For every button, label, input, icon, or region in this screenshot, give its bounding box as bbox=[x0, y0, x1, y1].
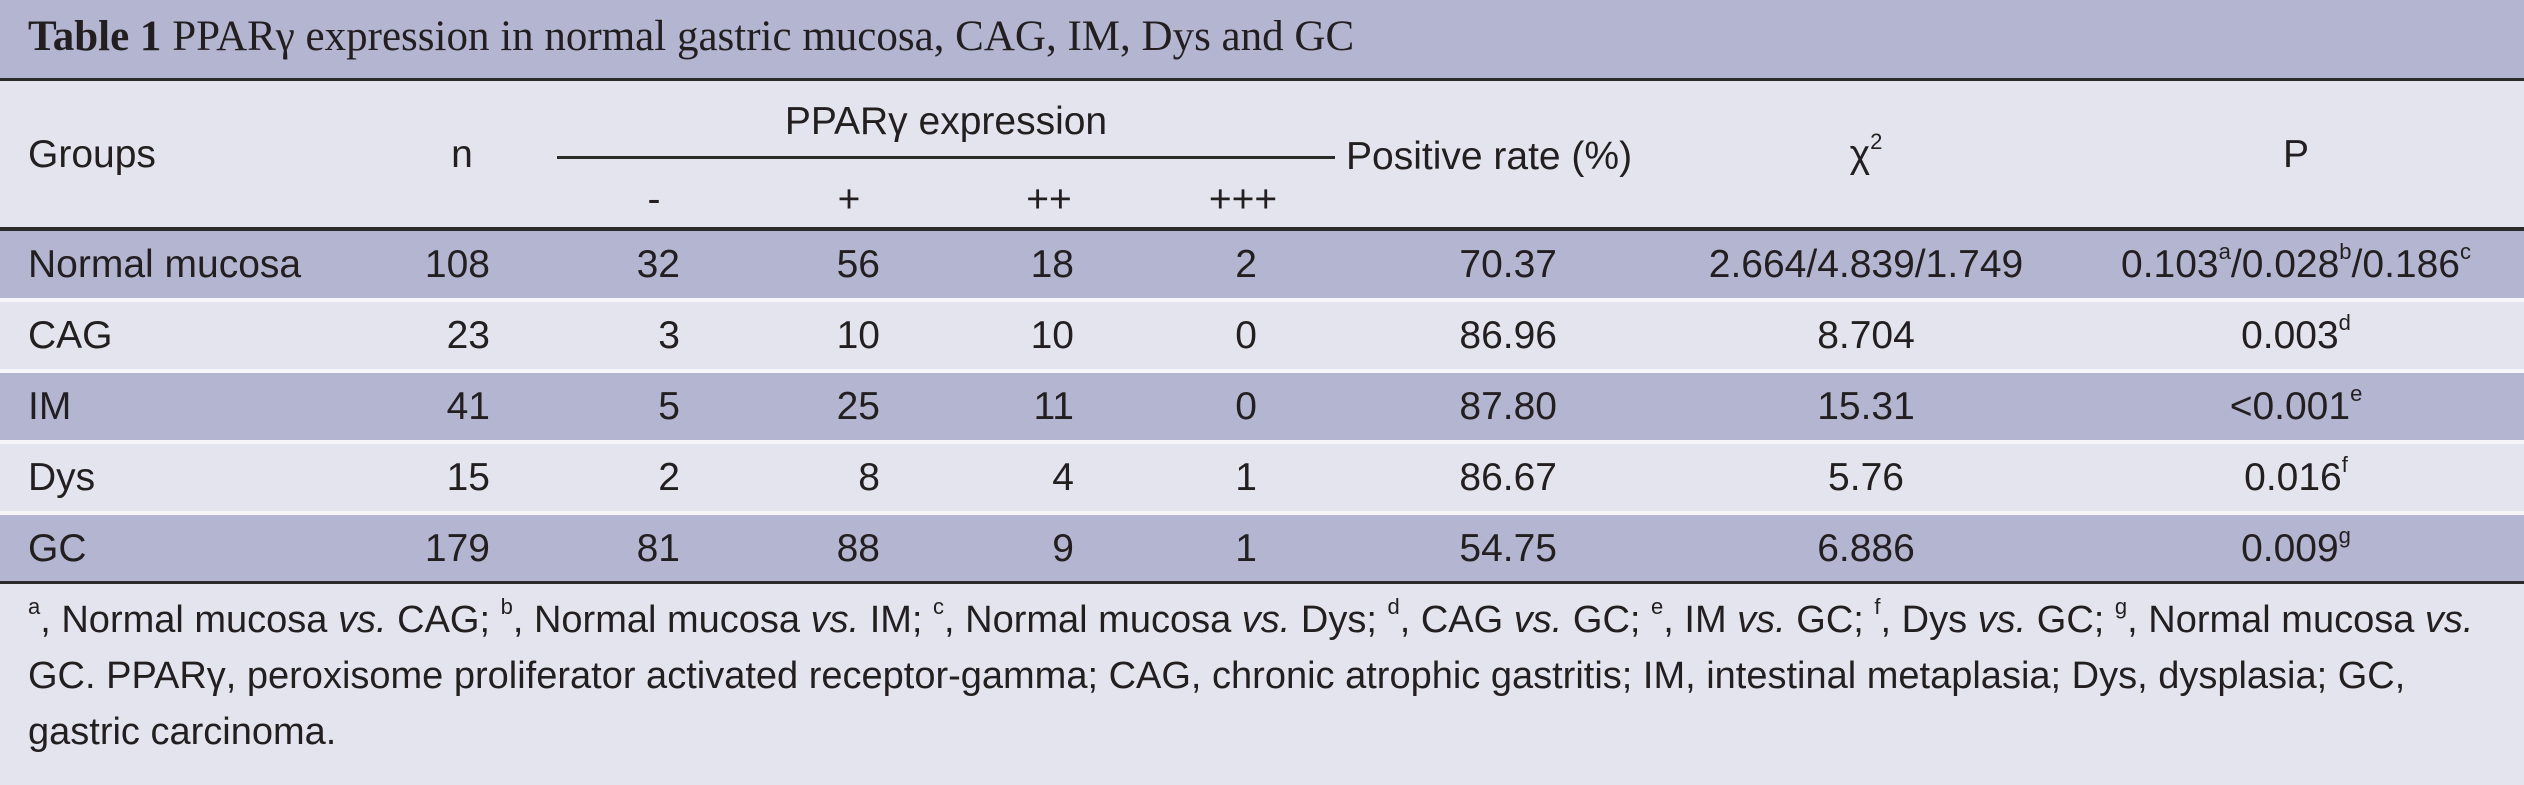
row-separator bbox=[0, 298, 2524, 302]
cell-n: 15 bbox=[446, 456, 490, 499]
cell-plus: 25 bbox=[836, 385, 880, 428]
chi-symbol: χ bbox=[1849, 133, 1871, 176]
cell-chi-square: 15.31 bbox=[1817, 385, 1915, 428]
header-sub-plus2: ++ bbox=[1026, 178, 1072, 221]
cell-n: 179 bbox=[424, 527, 490, 570]
p-value-text: /0.028 bbox=[2230, 243, 2340, 286]
table-bottom-rule bbox=[0, 581, 2524, 584]
table-caption: PPARγ expression in normal gastric mucos… bbox=[172, 13, 1355, 60]
cell-plus3: 0 bbox=[1235, 314, 1257, 357]
p-value-footnote-marker: f bbox=[2341, 452, 2348, 477]
cell-neg: 5 bbox=[658, 385, 680, 428]
header-groups: Groups bbox=[28, 133, 156, 176]
cell-neg: 81 bbox=[636, 527, 680, 570]
cell-chi-square: 6.886 bbox=[1817, 527, 1915, 570]
cell-positive-rate: 86.96 bbox=[1459, 314, 1557, 357]
table-title: Table 1 PPARγ expression in normal gastr… bbox=[28, 12, 1354, 61]
header-expression: PPARγ expression bbox=[784, 100, 1108, 143]
p-value-text: 0.103 bbox=[2121, 243, 2219, 286]
header-positive-rate: Positive rate (%) bbox=[1346, 135, 1633, 178]
cell-plus3: 1 bbox=[1235, 456, 1257, 499]
p-value-footnote-marker: g bbox=[2338, 523, 2351, 548]
cell-plus3: 2 bbox=[1235, 243, 1257, 286]
cell-plus: 10 bbox=[836, 314, 880, 357]
cell-neg: 3 bbox=[658, 314, 680, 357]
cell-group: Dys bbox=[28, 456, 96, 499]
header-n: n bbox=[451, 133, 473, 176]
cell-plus: 88 bbox=[836, 527, 880, 570]
p-value-text: 0.009 bbox=[2241, 527, 2339, 570]
header-span-rule bbox=[557, 156, 1335, 159]
cell-plus2: 11 bbox=[1033, 385, 1075, 428]
cell-chi-square: 5.76 bbox=[1828, 456, 1904, 499]
cell-p-value: 0.103a/0.028b/0.186c bbox=[2121, 241, 2471, 287]
cell-chi-square: 2.664/4.839/1.749 bbox=[1708, 243, 2024, 286]
cell-group: CAG bbox=[28, 314, 113, 357]
header-sub-plus3: +++ bbox=[1208, 178, 1278, 221]
header-chi-square: χ2 bbox=[1849, 131, 1883, 177]
table-row: GC 179 81 88 9 1 54.75 6.886 0.009g bbox=[0, 515, 2524, 582]
cell-plus2: 10 bbox=[1030, 314, 1074, 357]
table-row: Normal mucosa 108 32 56 18 2 70.37 2.664/4.839/… bbox=[0, 231, 2524, 298]
cell-neg: 32 bbox=[636, 243, 680, 286]
cell-neg: 2 bbox=[658, 456, 680, 499]
p-value-footnote-marker: c bbox=[2459, 239, 2471, 264]
cell-positive-rate: 70.37 bbox=[1459, 243, 1557, 286]
p-value-text: 0.003 bbox=[2241, 314, 2339, 357]
cell-group: IM bbox=[28, 385, 72, 428]
table-label: Table 1 bbox=[28, 13, 162, 60]
p-value-footnote-marker: b bbox=[2339, 239, 2352, 264]
table-row: IM 41 5 25 11 0 87.80 15.31 <0.001e bbox=[0, 373, 2524, 440]
table-title-bar: Table 1 PPARγ expression in normal gastr… bbox=[0, 0, 2524, 81]
cell-n: 41 bbox=[446, 385, 490, 428]
cell-p-value: 0.016f bbox=[2244, 454, 2348, 500]
row-separator bbox=[0, 511, 2524, 515]
cell-chi-square: 8.704 bbox=[1817, 314, 1915, 357]
header-sub-plus: + bbox=[837, 178, 861, 221]
row-separator bbox=[0, 440, 2524, 444]
table-footnote: a, Normal mucosa vs. CAG; b, Normal muco… bbox=[28, 594, 2474, 754]
cell-plus: 56 bbox=[836, 243, 880, 286]
row-separator bbox=[0, 369, 2524, 373]
cell-p-value: 0.003d bbox=[2241, 312, 2351, 358]
cell-p-value: <0.001e bbox=[2229, 383, 2363, 429]
cell-group: GC bbox=[28, 527, 87, 570]
p-value-text: <0.001 bbox=[2229, 385, 2351, 428]
header-bottom-rule bbox=[0, 227, 2524, 231]
cell-plus3: 0 bbox=[1235, 385, 1257, 428]
p-value-text: /0.186 bbox=[2351, 243, 2460, 286]
cell-plus2: 18 bbox=[1030, 243, 1074, 286]
header-sub-neg: - bbox=[647, 178, 661, 221]
cell-plus2: 4 bbox=[1052, 456, 1074, 499]
cell-p-value: 0.009g bbox=[2241, 525, 2351, 571]
table-row: CAG 23 3 10 10 0 86.96 8.704 0.003d bbox=[0, 302, 2524, 369]
cell-positive-rate: 54.75 bbox=[1459, 527, 1557, 570]
header-p: P bbox=[2282, 133, 2310, 176]
cell-positive-rate: 86.67 bbox=[1459, 456, 1557, 499]
p-value-footnote-marker: d bbox=[2338, 310, 2351, 335]
table-row: Dys 15 2 8 4 1 86.67 5.76 0.016f bbox=[0, 444, 2524, 511]
cell-n: 23 bbox=[446, 314, 490, 357]
p-value-text: 0.016 bbox=[2244, 456, 2342, 499]
cell-group: Normal mucosa bbox=[28, 243, 302, 286]
cell-n: 108 bbox=[424, 243, 490, 286]
cell-plus2: 9 bbox=[1052, 527, 1074, 570]
p-value-footnote-marker: e bbox=[2350, 381, 2363, 406]
cell-plus: 8 bbox=[858, 456, 880, 499]
chi-superscript: 2 bbox=[1870, 129, 1883, 154]
cell-positive-rate: 87.80 bbox=[1459, 385, 1557, 428]
p-value-footnote-marker: a bbox=[2218, 239, 2231, 264]
cell-plus3: 1 bbox=[1235, 527, 1257, 570]
